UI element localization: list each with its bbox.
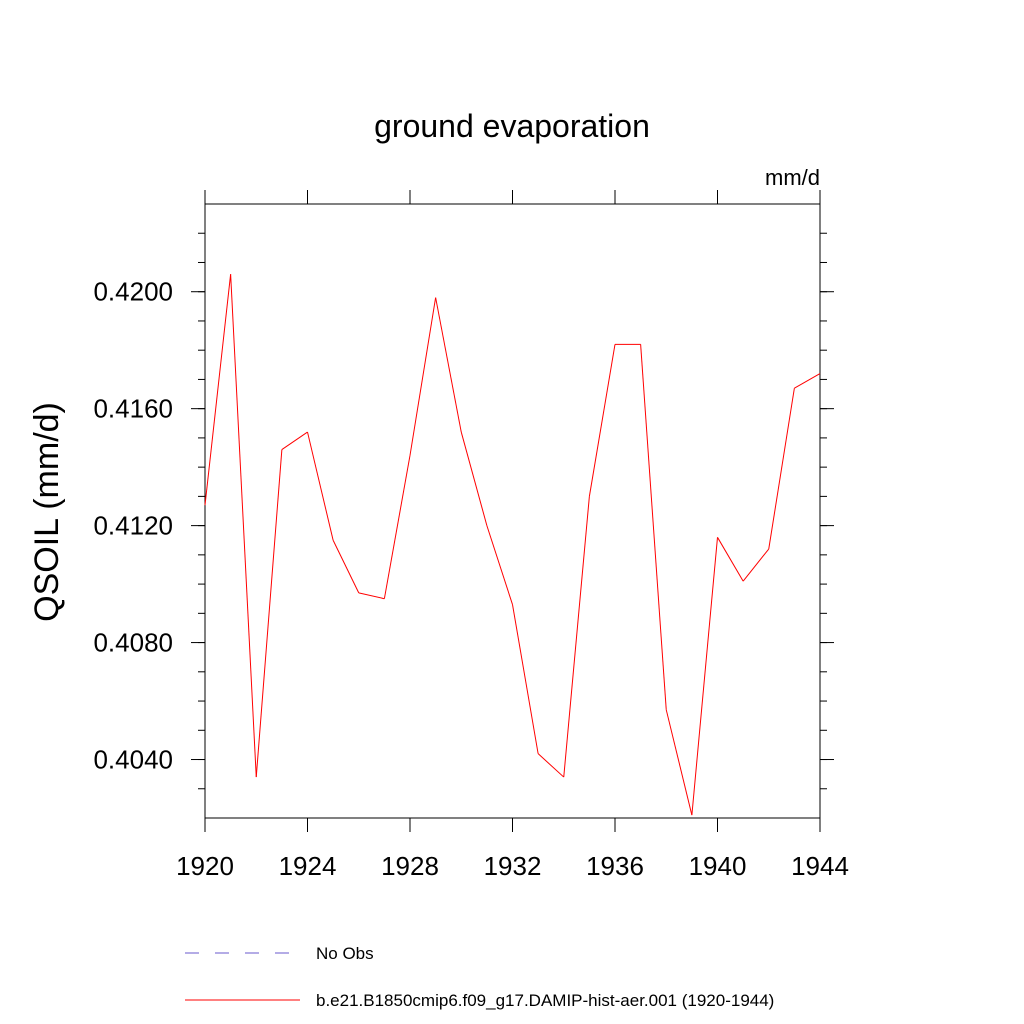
x-tick-label: 1932 <box>484 851 542 881</box>
series-line-segment <box>307 431 334 541</box>
series-line-segment <box>588 344 616 497</box>
y-tick-label: 0.4160 <box>93 394 173 424</box>
x-tick-label: 1940 <box>689 851 747 881</box>
series-line-segment <box>230 274 257 778</box>
series-line-segment <box>281 431 308 451</box>
series-line-segment <box>204 274 232 506</box>
series-line-segment <box>640 344 667 710</box>
series-line-segment <box>794 373 821 389</box>
series-line-segment <box>460 431 488 526</box>
series-line-segment <box>512 604 539 754</box>
x-tick-label: 1920 <box>176 851 234 881</box>
y-axis-label: QSOIL (mm/d) <box>28 402 66 622</box>
y-tick-label: 0.4120 <box>93 511 173 541</box>
series-line-segment <box>665 709 693 816</box>
series-line-segment <box>383 455 411 599</box>
series-line-segment <box>563 496 590 778</box>
legend-label-no-obs: No Obs <box>316 944 374 963</box>
y-tick-label: 0.4040 <box>93 745 173 775</box>
series-line-segment <box>486 525 513 605</box>
x-tick-label: 1936 <box>586 851 644 881</box>
chart-title: ground evaporation <box>374 108 650 144</box>
x-tick-label: 1928 <box>381 851 439 881</box>
series-line-segment <box>358 592 385 600</box>
y-tick-label: 0.4080 <box>93 628 173 658</box>
series-line-segment <box>255 449 283 778</box>
legend-label-model: b.e21.B1850cmip6.f09_g17.DAMIP-hist-aer.… <box>316 991 774 1010</box>
series-line-segment <box>717 537 744 582</box>
y-tick-label: 0.4200 <box>93 277 173 307</box>
y-tick-labels: 0.4040 0.4080 0.4120 0.4160 0.4200 <box>93 277 173 775</box>
series-line-segment <box>332 540 360 594</box>
series-line-segment <box>691 537 718 816</box>
x-tick-labels: 1920 1924 1928 1932 1936 1940 1944 <box>176 851 849 881</box>
axis-ticks <box>191 190 834 832</box>
series-line-segment <box>409 297 437 456</box>
plot-frame <box>204 203 821 819</box>
series-line-segment <box>742 548 770 582</box>
series-line-segment <box>435 297 462 433</box>
x-tick-label: 1944 <box>791 851 849 881</box>
units-label: mm/d <box>765 165 820 190</box>
series-layer <box>204 274 821 816</box>
series-line-segment <box>768 388 795 550</box>
series-line-segment <box>537 753 565 778</box>
x-tick-label: 1924 <box>279 851 337 881</box>
legend: No Obs b.e21.B1850cmip6.f09_g17.DAMIP-hi… <box>185 944 774 1010</box>
